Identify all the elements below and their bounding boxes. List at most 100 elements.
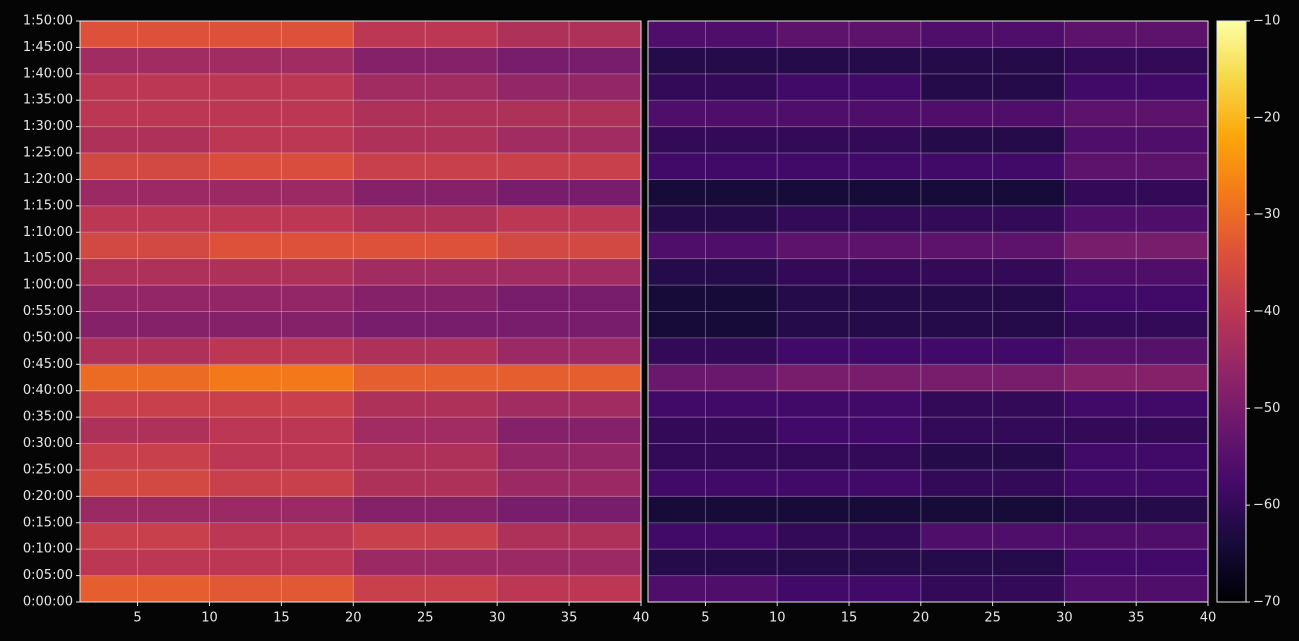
heat-cell	[777, 153, 922, 180]
colorbar-tick-label: −50	[1253, 401, 1280, 416]
heat-cell	[353, 575, 498, 603]
heat-cell	[80, 311, 210, 339]
heat-cell	[497, 469, 642, 497]
heat-cell	[777, 179, 922, 207]
heat-cell	[353, 126, 498, 154]
heat-cell	[497, 47, 642, 75]
heat-cell	[777, 443, 922, 471]
heat-cell	[353, 21, 498, 48]
y-tick-label: 1:40:00	[23, 66, 73, 81]
heat-cell	[648, 496, 778, 524]
x-tick-label: 10	[201, 611, 218, 626]
heat-cell	[497, 311, 642, 339]
x-tick-label: 30	[1056, 611, 1073, 626]
colorbar-tick-label: −30	[1253, 207, 1280, 222]
heat-cell	[1064, 47, 1209, 75]
heat-cell	[648, 364, 778, 392]
heat-cell	[209, 364, 354, 392]
heat-cell	[1064, 258, 1209, 286]
colorbar-tick-label: −40	[1253, 304, 1280, 319]
y-tick-label: 1:00:00	[23, 278, 73, 293]
heat-cell	[209, 443, 354, 471]
y-tick-label: 1:50:00	[23, 14, 73, 29]
y-tick-label: 0:45:00	[23, 357, 73, 372]
heat-cell	[1064, 496, 1209, 524]
x-tick-label: 5	[133, 611, 141, 626]
heat-cell	[209, 232, 354, 260]
heat-cell	[1064, 126, 1209, 154]
plot-frame	[647, 20, 1209, 603]
heat-cell	[209, 311, 354, 339]
x-tick-label: 20	[345, 611, 362, 626]
y-tick-label: 0:25:00	[23, 462, 73, 477]
heat-cell	[353, 258, 498, 286]
heat-cell	[80, 496, 210, 524]
x-tick-label: 25	[984, 611, 1001, 626]
heat-cell	[648, 100, 778, 128]
heat-cell	[353, 522, 498, 550]
y-tick-label: 1:30:00	[23, 119, 73, 134]
heat-cell	[648, 417, 778, 445]
y-tick-label: 0:55:00	[23, 304, 73, 319]
heat-cell	[920, 126, 1065, 154]
heat-cell	[920, 100, 1065, 128]
x-tick-label: 25	[417, 611, 434, 626]
heat-cell	[209, 285, 354, 312]
heat-cell	[497, 443, 642, 471]
heat-cell	[777, 311, 922, 339]
heat-cell	[920, 205, 1065, 233]
heat-cell	[920, 522, 1065, 550]
colorbar-tick-label: −60	[1253, 498, 1280, 513]
heat-cell	[1064, 100, 1209, 128]
heat-cell	[497, 549, 642, 577]
y-tick-label: 0:05:00	[23, 568, 73, 583]
heat-cell	[777, 47, 922, 75]
y-tick-label: 0:10:00	[23, 542, 73, 557]
heat-cell	[209, 496, 354, 524]
heat-cell	[1064, 311, 1209, 339]
heat-cell	[497, 232, 642, 260]
heat-cell	[497, 73, 642, 101]
heat-cell	[353, 496, 498, 524]
heat-cell	[777, 496, 922, 524]
heat-cell	[920, 47, 1065, 75]
heat-cell	[648, 47, 778, 75]
x-tick-label: 10	[769, 611, 786, 626]
heat-cell	[209, 390, 354, 418]
heat-cell	[497, 417, 642, 445]
heat-cell	[648, 21, 778, 48]
heat-cell	[497, 205, 642, 233]
y-tick-label: 0:50:00	[23, 330, 73, 345]
heat-cell	[777, 390, 922, 418]
heat-cell	[209, 522, 354, 550]
heat-cell	[777, 364, 922, 392]
heat-cell	[1064, 549, 1209, 577]
heat-cell	[777, 469, 922, 497]
heat-cell	[777, 205, 922, 233]
y-tick-label: 0:40:00	[23, 383, 73, 398]
colorbar-tick-label: −70	[1253, 595, 1280, 610]
heat-cell	[80, 126, 210, 154]
x-tick-label: 15	[273, 611, 290, 626]
heat-cell	[80, 47, 210, 75]
heat-cell	[920, 258, 1065, 286]
heat-cell	[353, 417, 498, 445]
heat-cell	[920, 21, 1065, 48]
heat-cell	[209, 205, 354, 233]
heat-cell	[920, 443, 1065, 471]
heat-cell	[80, 337, 210, 365]
heat-cell	[80, 390, 210, 418]
heat-cell	[497, 575, 642, 603]
heat-cell	[80, 522, 210, 550]
heat-cell	[777, 232, 922, 260]
heat-cell	[497, 179, 642, 207]
heat-cell	[920, 496, 1065, 524]
heat-cell	[648, 443, 778, 471]
heat-cell	[353, 153, 498, 180]
heat-cell	[648, 549, 778, 577]
heat-cell	[209, 21, 354, 48]
heat-cell	[353, 100, 498, 128]
heat-cell	[920, 337, 1065, 365]
heat-cell	[777, 100, 922, 128]
